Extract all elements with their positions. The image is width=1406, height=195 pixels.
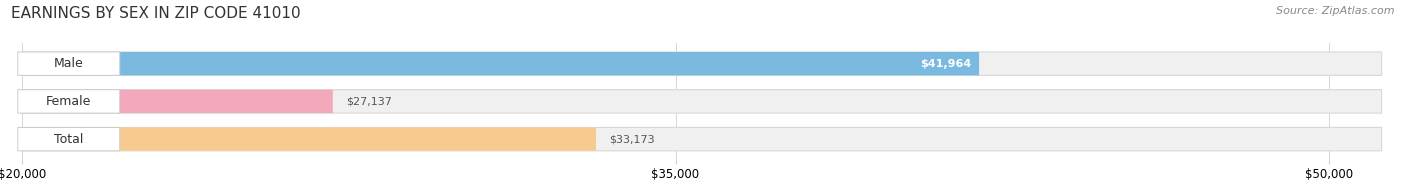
FancyBboxPatch shape [21,128,1382,151]
Text: $27,137: $27,137 [346,96,392,106]
FancyBboxPatch shape [21,90,1382,113]
FancyBboxPatch shape [21,52,1382,75]
Text: Female: Female [46,95,91,108]
FancyBboxPatch shape [21,128,596,151]
FancyBboxPatch shape [18,90,120,113]
FancyBboxPatch shape [21,90,333,113]
Text: $33,173: $33,173 [609,134,655,144]
Text: Male: Male [53,57,84,70]
Text: Total: Total [53,133,83,146]
FancyBboxPatch shape [18,52,120,75]
FancyBboxPatch shape [18,128,120,151]
Text: $41,964: $41,964 [920,59,972,69]
Text: Source: ZipAtlas.com: Source: ZipAtlas.com [1277,6,1395,16]
FancyBboxPatch shape [21,52,979,75]
Text: EARNINGS BY SEX IN ZIP CODE 41010: EARNINGS BY SEX IN ZIP CODE 41010 [11,6,301,21]
